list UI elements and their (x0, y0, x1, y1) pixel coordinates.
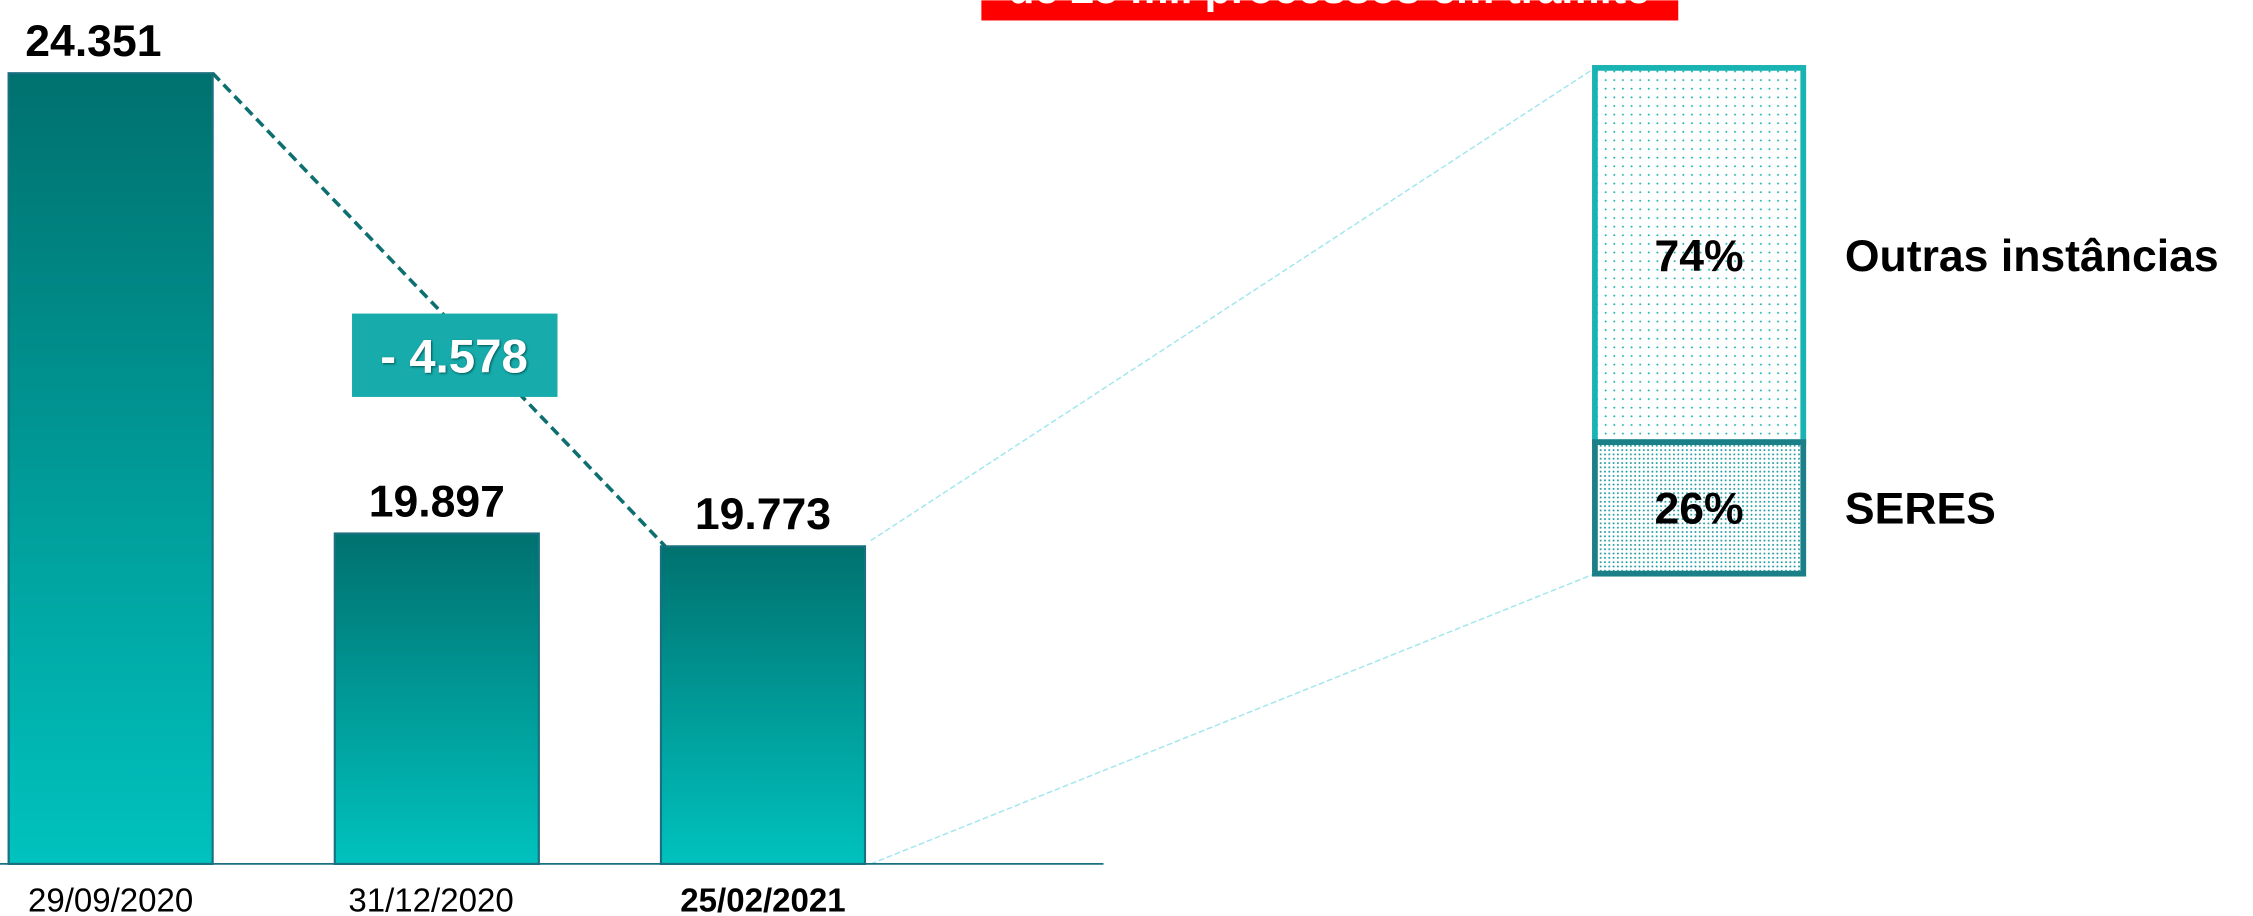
connector (870, 67, 1596, 542)
x-tick-label: 29/09/2020 (28, 882, 193, 916)
segment-label: 74% (1655, 232, 1744, 281)
annotation-box (352, 313, 558, 397)
value-label: 19.897 (369, 477, 505, 526)
connector (870, 573, 1596, 865)
bar (7, 72, 214, 865)
legend-label: Outras instâncias (1845, 232, 2219, 281)
bar (333, 532, 540, 865)
banner (981, 0, 1679, 21)
trend-line (211, 71, 667, 548)
value-label: 24.351 (25, 17, 161, 66)
legend-label: SERES (1845, 485, 1996, 534)
x-tick-label: 25/02/2021 (680, 882, 845, 916)
banner-text: de 25 mil processos em trâmite (1008, 0, 1650, 13)
plot: 24.351 29/09/2020 19.897 31/12/2020 19.773 25… (0, 17, 2219, 916)
stack-segment (1592, 65, 1807, 446)
segment-label: 26% (1655, 485, 1744, 534)
value-label: 19.773 (695, 490, 831, 539)
x-tick-label: 31/12/2020 (348, 882, 513, 916)
stack-segment (1592, 439, 1807, 577)
bar (659, 545, 867, 865)
annotation: - 4.578 (380, 331, 528, 384)
